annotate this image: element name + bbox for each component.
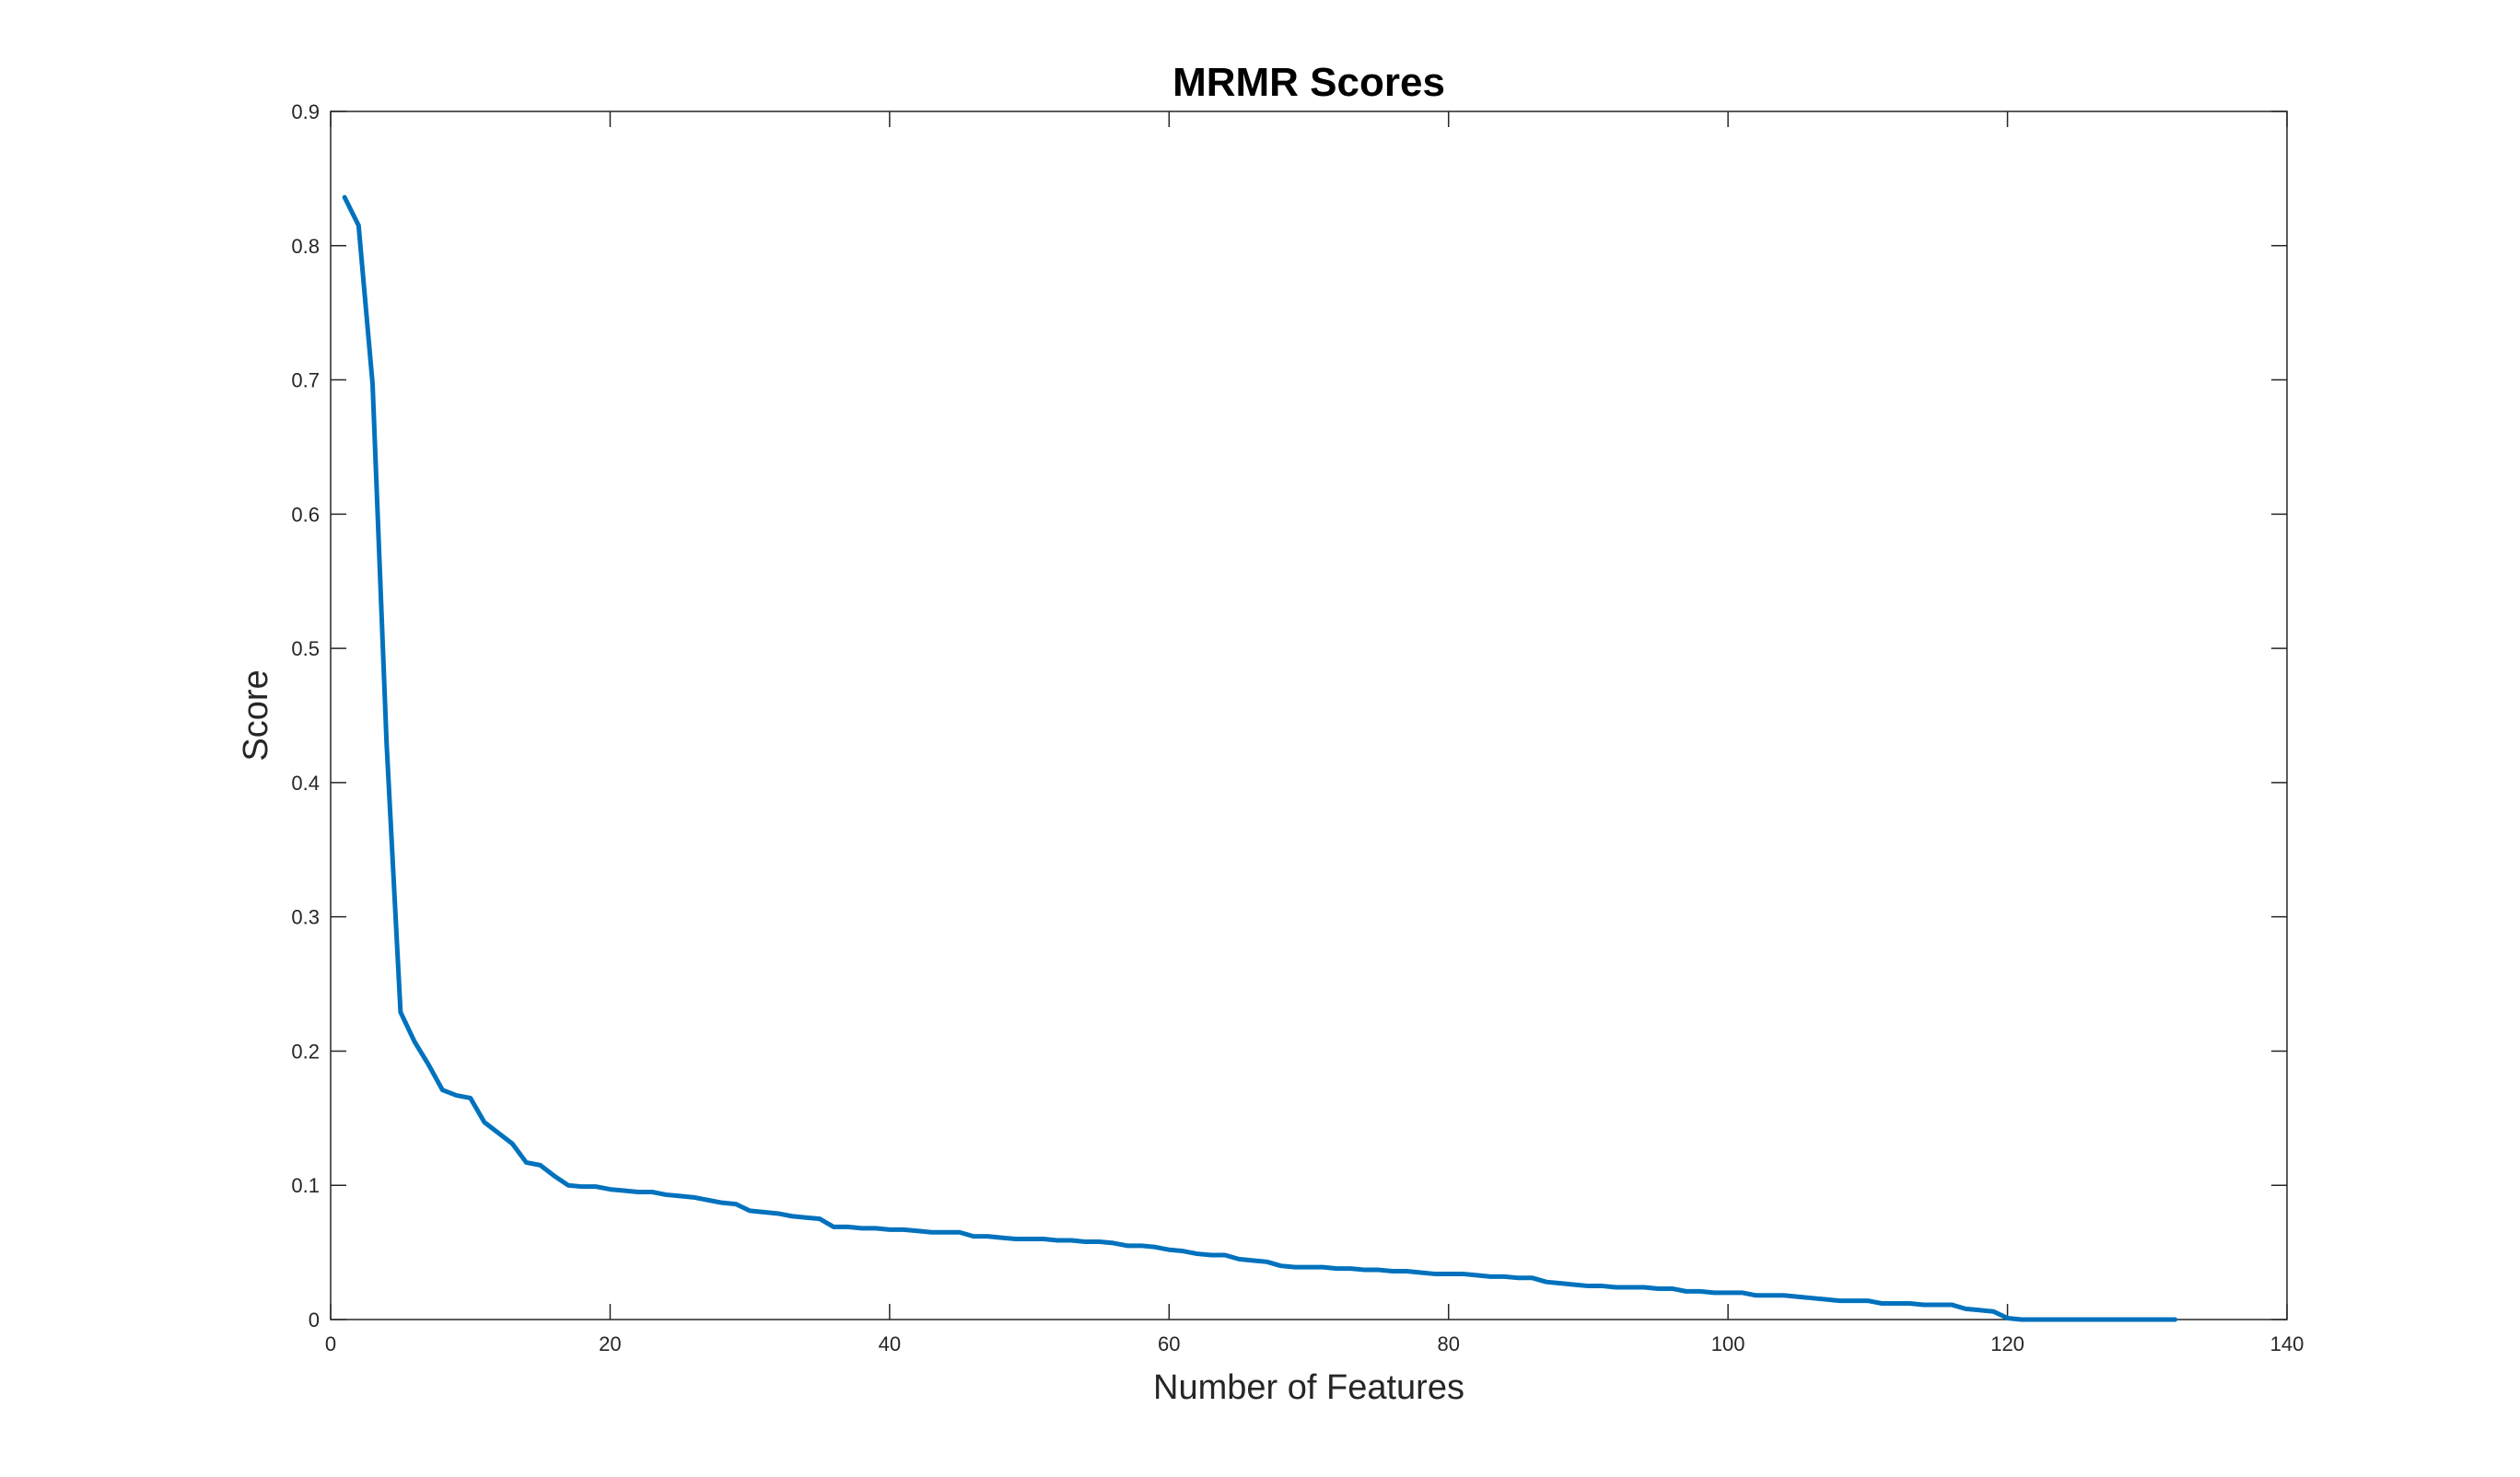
x-tick-label: 120 xyxy=(1990,1332,2024,1355)
x-tick-label: 100 xyxy=(1711,1332,1745,1355)
y-tick-label: 0.4 xyxy=(291,772,320,795)
mrmr-score-line xyxy=(342,194,2178,1322)
x-tick-label: 40 xyxy=(879,1332,901,1355)
x-tick-label: 60 xyxy=(1158,1332,1180,1355)
x-tick-label: 80 xyxy=(1437,1332,1459,1355)
x-tick-label: 20 xyxy=(599,1332,621,1355)
x-tick-label: 140 xyxy=(2270,1332,2304,1355)
y-tick-label: 0.7 xyxy=(291,369,320,392)
y-tick-label: 0.1 xyxy=(291,1174,320,1197)
x-tick-label: 0 xyxy=(325,1332,336,1355)
plot-area xyxy=(330,110,2288,1320)
chart-title: MRMR Scores xyxy=(1172,60,1445,105)
y-tick-label: 0.3 xyxy=(291,906,320,929)
y-tick-label: 0.5 xyxy=(291,637,320,660)
x-axis: 0 20 40 60 80 100 120 140 xyxy=(325,111,2304,1355)
y-axis-title: Score xyxy=(237,669,275,761)
y-tick-label: 0.8 xyxy=(291,235,320,258)
y-axis: 0 0.1 0.2 0.3 0.4 0.5 0.6 0.7 0.8 0.9 xyxy=(291,100,2287,1332)
y-tick-label: 0 xyxy=(309,1308,320,1332)
x-axis-title: Number of Features xyxy=(1153,1368,1464,1407)
y-tick-label: 0.9 xyxy=(291,100,320,123)
y-tick-label: 0.6 xyxy=(291,503,320,526)
y-tick-label: 0.2 xyxy=(291,1040,320,1063)
